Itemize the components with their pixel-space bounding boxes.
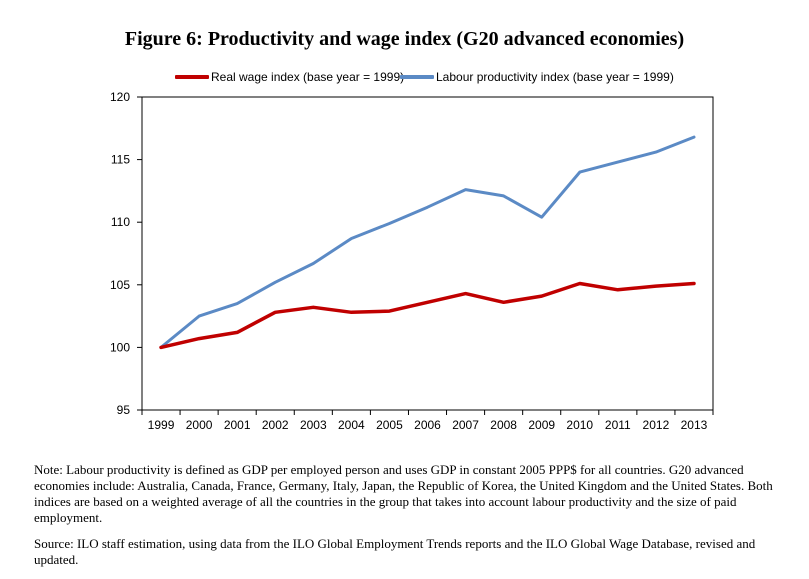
x-tick-label: 2011 [605, 418, 631, 432]
y-tick-label: 105 [110, 278, 130, 292]
x-tick-label: 2012 [643, 418, 670, 432]
x-tick-label: 2001 [224, 418, 251, 432]
y-tick-label: 120 [110, 90, 130, 104]
y-tick-label: 95 [117, 403, 131, 417]
line-chart: 95 100 105 110 115 120 1999 2000 2001 2002 2003 200… [110, 90, 714, 432]
legend-swatch-real-wage [175, 75, 209, 79]
legend-item-real-wage: Real wage index (base year = 1999) [175, 70, 404, 84]
series-line-real-wage [159, 281, 696, 350]
legend-swatch-labour-productivity [400, 75, 434, 79]
x-tick-label: 2006 [414, 418, 441, 432]
x-tick-label: 2009 [528, 418, 555, 432]
x-tick-label: 2003 [300, 418, 327, 432]
x-tick-label: 1999 [148, 418, 175, 432]
x-tick-label: 2004 [338, 418, 365, 432]
y-tick-label: 100 [110, 340, 130, 354]
x-tick-label: 2013 [681, 418, 708, 432]
x-tick-label: 2010 [566, 418, 593, 432]
notes-section: Note: Labour productivity is defined as … [34, 462, 784, 578]
x-tick-label: 2005 [376, 418, 403, 432]
y-tick-label: 110 [111, 215, 130, 229]
plot-area-frame [141, 96, 714, 411]
y-tick-label: 115 [111, 153, 130, 167]
legend-item-labour-productivity: Labour productivity index (base year = 1… [400, 70, 674, 84]
note-text: Note: Labour productivity is defined as … [34, 462, 773, 525]
x-tick-label: 2008 [490, 418, 517, 432]
x-tick-label: 2000 [186, 418, 213, 432]
legend-label-real-wage: Real wage index (base year = 1999) [211, 70, 405, 84]
series-line-labour-productivity [159, 135, 696, 349]
source-text: Source: ILO staff estimation, using data… [34, 536, 756, 567]
legend-label-labour-productivity: Labour productivity index (base year = 1… [436, 70, 674, 84]
chart-title: Figure 6: Productivity and wage index (G… [124, 28, 685, 50]
x-tick-label: 2002 [262, 418, 289, 432]
x-tick-label: 2007 [452, 418, 479, 432]
